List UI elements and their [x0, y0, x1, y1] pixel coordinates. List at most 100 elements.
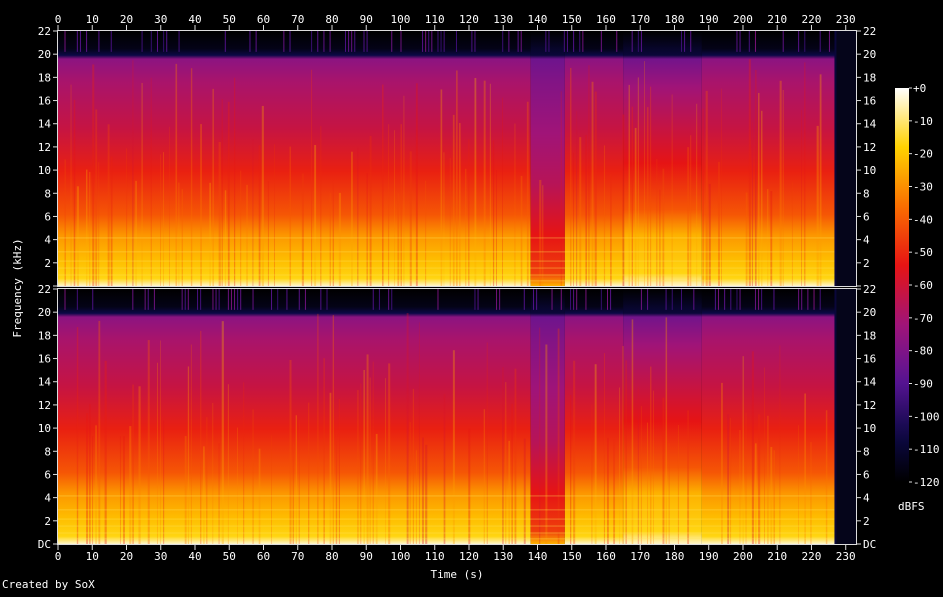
- cutoff-speck: [579, 31, 581, 52]
- cutoff-speck: [132, 289, 134, 310]
- cutoff-speck: [289, 31, 291, 52]
- x-tick-label-bottom: 40: [188, 550, 201, 563]
- x-tick-label-top: 60: [257, 13, 270, 26]
- transient-streak: [89, 403, 91, 544]
- transient-streak: [292, 443, 295, 544]
- transient-streak: [76, 186, 79, 286]
- x-tick-label-top: 230: [836, 13, 856, 26]
- cutoff-speck: [684, 31, 686, 52]
- transient-streak: [474, 78, 477, 287]
- transient-streak: [591, 404, 593, 544]
- x-tick-label-bottom: 100: [391, 550, 411, 563]
- y-tick-label-left: 14: [38, 118, 52, 131]
- transient-streak: [557, 328, 560, 544]
- transient-streak: [317, 313, 319, 544]
- transient-streak: [662, 168, 665, 286]
- cutoff-speck: [234, 289, 236, 310]
- transient-streak: [366, 173, 368, 286]
- transient-streak: [126, 148, 128, 286]
- cutoff-speck: [496, 289, 498, 310]
- transient-streak: [320, 126, 322, 286]
- audio-end-edge: [834, 289, 837, 544]
- transient-streak: [274, 144, 275, 286]
- transient-streak: [764, 367, 765, 544]
- cutoff-speck: [144, 289, 146, 310]
- cutoff-speck: [224, 31, 226, 52]
- transient-streak: [452, 114, 455, 286]
- cutoff-speck: [76, 289, 78, 310]
- cutoff-speck: [455, 31, 457, 52]
- cutoff-speck: [422, 31, 424, 52]
- transient-streak: [459, 123, 461, 286]
- cutoff-speck: [724, 289, 726, 310]
- transient-streak: [357, 147, 359, 286]
- y-tick-label-right: 22: [863, 283, 876, 296]
- cutoff-speck: [610, 289, 612, 310]
- transient-streak: [329, 193, 331, 286]
- transient-streak: [92, 64, 95, 287]
- cutoff-speck: [819, 289, 821, 310]
- y-tick-label-left: 6: [44, 210, 51, 223]
- transient-streak: [625, 360, 627, 544]
- harmonic-band: [58, 532, 836, 534]
- transient-streak: [570, 395, 572, 544]
- cutoff-speck: [680, 31, 682, 52]
- transient-streak: [717, 161, 720, 286]
- y-tick-label-right: 4: [863, 234, 870, 247]
- cutoff-speck: [813, 289, 815, 310]
- transient-streak: [468, 139, 470, 286]
- cutoff-speck: [215, 289, 217, 310]
- x-tick-label-bottom: 230: [836, 550, 856, 563]
- cutoff-speck: [714, 289, 716, 310]
- cutoff-speck: [576, 289, 578, 310]
- transient-streak: [622, 114, 625, 286]
- colorbar: [895, 88, 909, 482]
- transient-streak: [289, 359, 292, 544]
- harmonic-band: [58, 525, 836, 527]
- y-tick-label-right: 12: [863, 399, 876, 412]
- harmonic-band: [58, 274, 836, 276]
- cutoff-speck: [631, 31, 633, 52]
- x-tick-label-bottom: 170: [630, 550, 650, 563]
- cutoff-speck: [440, 31, 442, 52]
- y-tick-label-right: 2: [863, 515, 870, 528]
- spectrum-segment-main: [58, 31, 531, 286]
- transient-streak: [311, 69, 313, 286]
- transient-streak: [576, 111, 578, 287]
- cutoff-speck: [533, 289, 535, 310]
- transient-streak: [708, 183, 711, 286]
- cutoff-speck: [166, 31, 168, 52]
- cutoff-speck: [573, 31, 575, 52]
- transient-streak: [406, 313, 409, 544]
- y-tick-label-right: DC: [863, 538, 876, 551]
- transient-streak: [261, 105, 264, 286]
- cutoff-speck: [551, 289, 553, 310]
- transient-streak: [73, 99, 76, 286]
- cutoff-speck: [640, 31, 642, 52]
- x-tick-label-top: 190: [699, 13, 719, 26]
- cutoff-speck: [329, 31, 331, 52]
- transient-streak: [545, 344, 548, 544]
- transient-streak: [138, 386, 141, 544]
- transient-streak: [252, 409, 254, 544]
- x-tick-label-top: 200: [733, 13, 753, 26]
- transient-streak: [819, 74, 822, 286]
- x-tick-label-bottom: 20: [120, 550, 133, 563]
- colorbar-tick-label: -70: [913, 312, 933, 325]
- transient-streak: [422, 437, 424, 544]
- transient-streak: [745, 192, 748, 286]
- cutoff-speck: [545, 31, 547, 52]
- x-tick-label-top: 10: [86, 13, 99, 26]
- cutoff-speck: [736, 31, 738, 52]
- x-tick-label-top: 50: [223, 13, 236, 26]
- transient-streak: [650, 366, 652, 544]
- x-tick-label-top: 20: [120, 13, 133, 26]
- transient-streak: [178, 182, 180, 286]
- transient-streak: [156, 362, 158, 544]
- transient-streak: [298, 419, 300, 544]
- transient-streak: [662, 397, 665, 544]
- y-tick-label-left: 20: [38, 306, 51, 319]
- transient-streak: [742, 356, 744, 544]
- spectrum-segment-soft: [623, 289, 702, 544]
